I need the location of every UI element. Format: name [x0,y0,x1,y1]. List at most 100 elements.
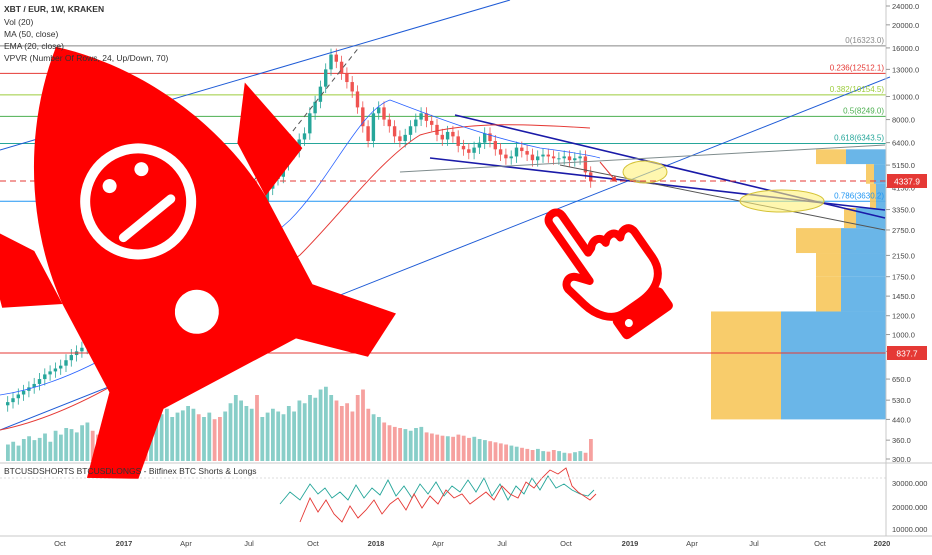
x-tick-label: 2017 [116,539,133,548]
volume-bar [11,441,16,461]
volume-bar [589,439,593,461]
y-tick-label: 3350.0 [892,206,915,215]
y-tick-label: 530.0 [892,396,911,405]
volume-bar [498,443,503,461]
x-tick-label: Apr [686,539,698,548]
y-tick-label: 2150.0 [892,251,915,260]
osc-axis: 30000.000 20000.000 10000.000 [892,479,927,534]
candle-body [509,156,513,159]
candle-body [53,368,58,372]
volume-bar [292,411,296,461]
volume-bar [207,412,212,461]
volume-bar [64,428,69,461]
volume-bar [345,403,349,461]
volume-bar [27,436,31,461]
volume-bar [186,406,190,461]
y-tick-label: 1450.0 [892,292,915,301]
volume-bar [260,417,265,461]
fib-label: 0(16323.0) [845,36,884,45]
volume-bar [233,395,238,461]
volume-bar [440,435,445,461]
volume-bar [382,422,387,461]
osc-tick-label: 30000.000 [892,479,927,488]
vpvr-down-bar [711,311,781,420]
candle-body [329,54,333,70]
volume-layer [6,386,593,461]
volume-bar [202,417,206,461]
volume-bar [37,437,42,461]
volume-bar [318,389,323,461]
volume-bar [271,408,275,461]
indicator-vpvr[interactable]: VPVR (Number Of Rows, 24, Up/Down, 70) [4,53,169,63]
vpvr-down-bar [816,253,841,277]
candle-body [366,126,370,142]
volume-bar [170,417,175,461]
volume-bar [430,433,434,461]
oscillator-layer [0,467,886,523]
volume-bar [324,386,328,461]
candle-body [377,107,381,114]
volume-bar [302,403,307,461]
candle-body [551,156,556,159]
candle-body [21,390,26,395]
candle-body [430,120,434,125]
candle-body [69,355,73,361]
candle-body [573,158,577,161]
vpvr-down-bar [816,276,841,312]
oscillator-title[interactable]: BTCUSDSHORTS BTCUSDLONGS - Bitfinex BTC … [4,466,257,476]
fib-label: 0.786(3630.2) [834,191,884,200]
forecast-arrow [599,161,617,183]
volume-bar [398,428,402,461]
volume-bar [557,451,561,461]
volume-bar [461,435,466,461]
volume-bar [286,406,291,461]
candle-body [265,188,270,203]
indicator-ma[interactable]: MA (50, close) [4,29,59,39]
candle-body [6,402,10,406]
candle-body [536,156,540,161]
volume-bar [371,414,376,461]
y-tick-label: 1750.0 [892,273,915,282]
volume-bar [90,430,95,461]
y-tick-label: 1200.0 [892,312,915,321]
volume-bar [165,408,169,461]
wedge-mid-line [399,144,886,173]
indicator-ema[interactable]: EMA (20, close) [4,41,64,51]
volume-bar [573,452,577,461]
volume-bar [59,434,63,461]
candle-body [414,119,418,127]
candle-body [461,145,466,150]
volume-bar [424,432,429,461]
volume-bar [546,451,551,461]
candle-body [541,154,545,157]
y-tick-label: 300.0 [892,455,911,464]
candle-body [456,136,460,146]
volume-bar [583,452,588,461]
vpvr-up-bar [781,311,886,420]
volume-bar [514,446,519,461]
volume-bar [387,425,392,461]
candle-body [467,149,471,153]
volume-bar [445,436,450,461]
volume-bar [483,440,487,461]
volume-bar [488,441,493,461]
indicator-volume[interactable]: Vol (20) [4,17,34,27]
volume-bar [451,436,455,461]
candle-body [48,371,52,375]
candle-body [387,119,391,127]
rocket-porthole-icon [174,289,219,334]
y-tick-label: 20000.0 [892,21,919,30]
candle-body [408,126,413,135]
candle-body [525,151,529,155]
chart-title: XBT / EUR, 1W, KRAKEN [4,4,105,14]
highlight-ellipse-1 [622,160,668,184]
volume-bar [265,412,270,461]
volume-bar [355,395,360,461]
candle-body [419,113,423,120]
candle-body [520,147,524,152]
candle-body [472,147,476,153]
volume-bar [408,430,413,461]
x-tick-label: 2019 [622,539,639,548]
x-tick-label: 2018 [368,539,385,548]
vpvr-down-bar [866,164,874,184]
